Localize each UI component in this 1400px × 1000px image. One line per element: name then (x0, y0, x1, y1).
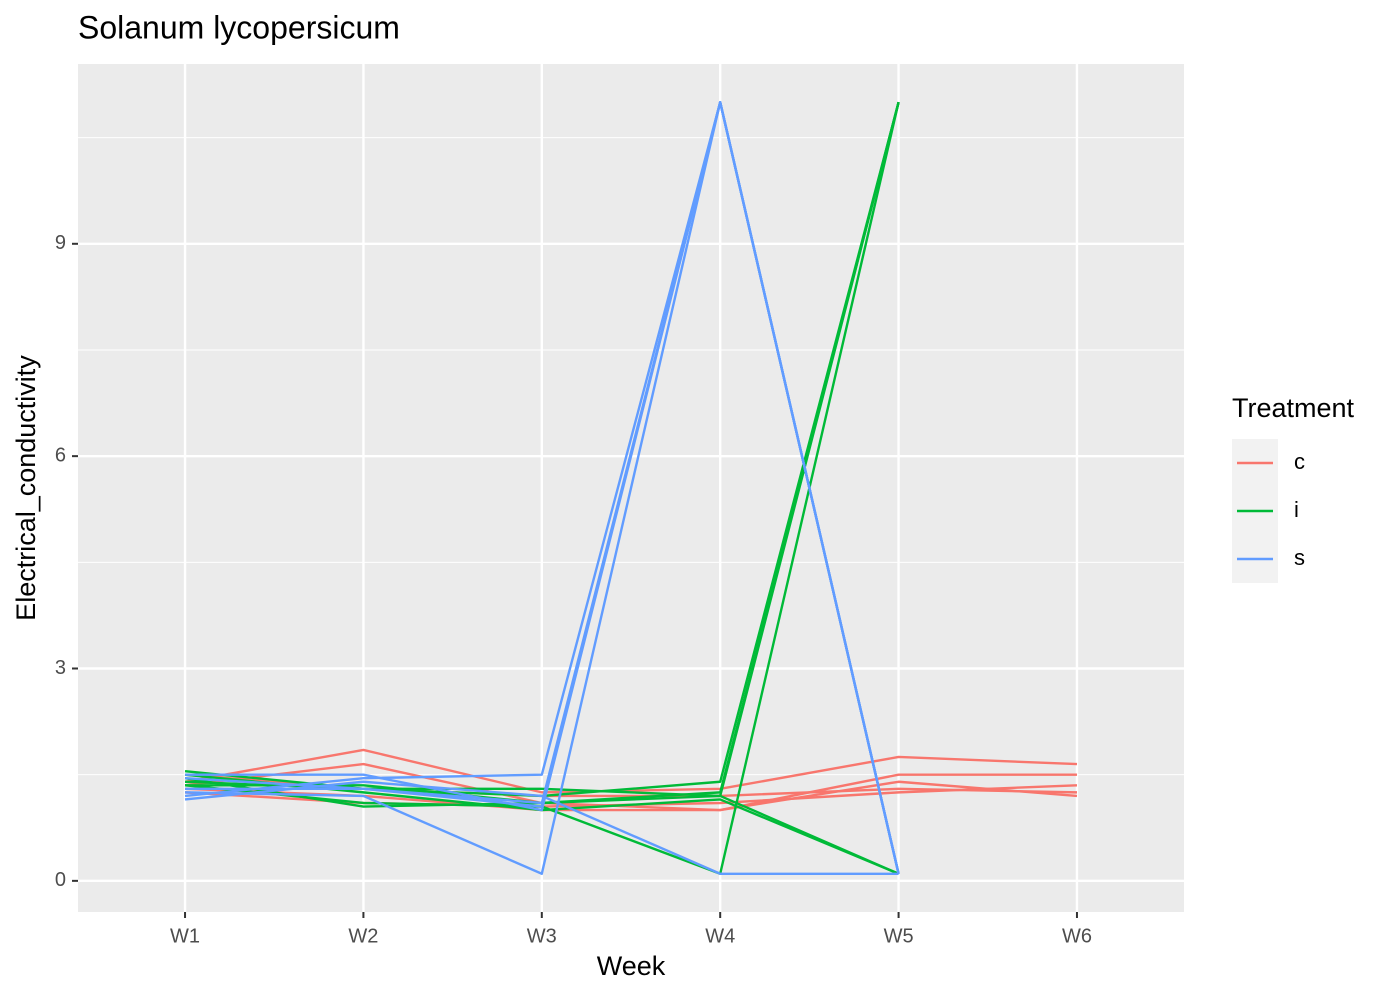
series-line (184, 101, 900, 875)
legend-label: c (1294, 449, 1305, 474)
x-tick-label: W2 (348, 925, 378, 947)
x-tick-label: W5 (884, 925, 914, 947)
series-line (184, 748, 1078, 794)
legend-label: s (1294, 545, 1305, 570)
y-tick-label: 9 (55, 232, 66, 254)
y-axis-label: Electrical_conductivity (11, 355, 41, 621)
legend-title: Treatment (1232, 393, 1355, 423)
x-axis-label: Week (597, 951, 666, 981)
x-tick-label: W4 (705, 925, 735, 947)
y-tick-label: 6 (55, 444, 66, 466)
y-tick-label: 0 (55, 869, 66, 891)
x-tick-label: W6 (1062, 925, 1092, 947)
x-tick-label: W3 (527, 925, 557, 947)
x-tick-label: W1 (170, 925, 200, 947)
legend-label: i (1294, 497, 1299, 522)
series-line (184, 762, 1077, 812)
chart-title: Solanum lycopersicum (78, 9, 400, 45)
series-line (184, 780, 899, 875)
y-tick-label: 3 (55, 657, 66, 679)
